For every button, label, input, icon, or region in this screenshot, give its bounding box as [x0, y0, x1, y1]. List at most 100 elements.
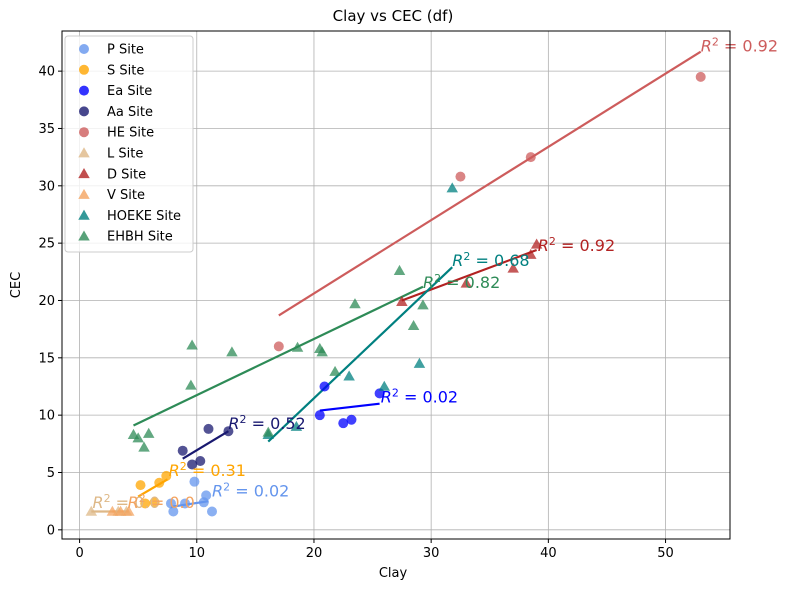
data-point-d-site: [396, 295, 408, 306]
fit-line-hoeke-site: [267, 266, 454, 443]
data-point-ea-site: [314, 410, 325, 421]
legend-marker: [79, 106, 89, 117]
x-tick-label: 40: [540, 546, 557, 561]
legend-marker: [79, 127, 89, 138]
data-point-aa-site: [177, 445, 188, 456]
legend-label: P Site: [107, 43, 144, 58]
legend-label: S Site: [107, 63, 144, 78]
data-points: [85, 71, 706, 517]
fit-line-ehbh-site: [133, 285, 424, 427]
data-point-d-site: [525, 248, 537, 259]
data-point-s-site: [135, 480, 146, 491]
y-tick-label: 25: [38, 237, 55, 252]
data-point-p-site: [198, 497, 209, 508]
legend-label: HOEKE Site: [107, 209, 181, 224]
legend-label: L Site: [107, 147, 143, 162]
data-point-ehbh-site: [329, 365, 341, 376]
data-point-s-site: [161, 470, 172, 481]
data-point-ea-site: [319, 381, 330, 392]
data-point-ehbh-site: [185, 379, 197, 390]
plot-frame: [61, 30, 731, 540]
y-tick-label: 20: [38, 294, 55, 309]
data-point-ehbh-site: [138, 441, 150, 452]
r2-label-d-site: R2 = 0.92: [538, 235, 615, 255]
data-point-ehbh-site: [226, 346, 238, 357]
data-point-ehbh-site: [349, 298, 361, 309]
data-point-hoeke-site: [343, 370, 355, 381]
y-axis-label: CEC: [9, 272, 24, 298]
legend-marker: [78, 230, 90, 241]
data-point-p-site: [168, 506, 179, 517]
data-point-d-site: [507, 262, 519, 273]
data-point-d-site: [530, 238, 543, 249]
r2-label-ea-site: R2 = 0.02: [381, 387, 458, 407]
data-point-s-site: [140, 498, 151, 509]
data-point-v-site: [123, 505, 135, 516]
data-point-ehbh-site: [142, 427, 155, 438]
legend-marker: [79, 64, 89, 75]
y-axis-ticks: 0 5 10 15 20 25 30 35 40: [38, 65, 62, 538]
legend-label: Aa Site: [107, 105, 153, 120]
legend-label: Ea Site: [107, 84, 152, 99]
data-point-ehbh-site: [132, 432, 144, 443]
data-point-v-site: [106, 505, 119, 516]
legend-marker: [78, 188, 90, 199]
y-tick-label: 35: [38, 122, 55, 137]
legend-marker: [78, 147, 90, 158]
data-point-he-site: [525, 152, 536, 163]
data-point-ea-site: [346, 414, 357, 425]
fit-line-he-site: [278, 50, 702, 317]
x-axis-ticks: 0 10 20 30 40 50: [75, 539, 674, 561]
data-point-ehbh-site: [393, 264, 406, 275]
r2-label-v-site: R2 = 0.0: [128, 492, 195, 512]
data-point-he-site: [273, 341, 284, 352]
data-point-ehbh-site: [291, 341, 304, 352]
x-tick-label: 20: [306, 546, 323, 561]
r2-label-p-site: R2 = 0.02: [212, 481, 289, 501]
data-point-aa-site: [223, 426, 234, 437]
y-tick-label: 15: [38, 351, 55, 366]
r2-label-he-site: R2 = 0.92: [701, 36, 778, 56]
x-tick-label: 10: [188, 546, 205, 561]
data-point-aa-site: [203, 423, 214, 434]
data-point-hoeke-site: [290, 420, 303, 431]
r2-label-aa-site: R2 = 0.52: [228, 413, 305, 433]
legend-marker: [79, 85, 89, 96]
data-point-p-site: [207, 506, 218, 517]
r2-label-hoeke-site: R2 = 0.68: [452, 250, 529, 270]
legend-marker: [78, 168, 90, 179]
data-point-ehbh-site: [262, 426, 275, 437]
data-point-v-site: [114, 505, 127, 516]
x-tick-label: 50: [657, 546, 674, 561]
legend-label: EHBH Site: [107, 230, 173, 245]
r2-label-l-site: R2 = 0.0: [92, 492, 159, 512]
x-tick-label: 0: [75, 546, 83, 561]
data-point-aa-site: [195, 456, 206, 467]
y-tick-label: 0: [47, 523, 55, 538]
r2-label-ehbh-site: R2 = 0.82: [423, 272, 500, 292]
data-point-ehbh-site: [186, 339, 198, 350]
y-tick-label: 40: [38, 65, 55, 80]
data-point-hoeke-site: [446, 182, 459, 193]
data-point-ehbh-site: [417, 299, 429, 310]
legend: P Site S Site Ea Site Aa Site HE Site L Site D…: [64, 35, 194, 253]
data-point-aa-site: [187, 459, 198, 470]
data-point-p-site: [165, 498, 176, 509]
data-point-hoeke-site: [413, 357, 426, 368]
data-point-p-site: [189, 476, 200, 487]
data-point-s-site: [154, 477, 165, 488]
data-point-s-site: [149, 497, 160, 508]
data-point-ea-site: [374, 388, 385, 399]
data-point-he-site: [455, 171, 466, 182]
data-point-ehbh-site: [407, 319, 420, 331]
data-point-hoeke-site: [378, 380, 391, 391]
y-tick-label: 5: [47, 466, 55, 481]
data-point-he-site: [695, 71, 706, 82]
x-tick-label: 30: [423, 546, 440, 561]
legend-marker: [79, 44, 89, 54]
data-point-d-site: [460, 277, 473, 288]
y-tick-label: 10: [38, 409, 55, 424]
